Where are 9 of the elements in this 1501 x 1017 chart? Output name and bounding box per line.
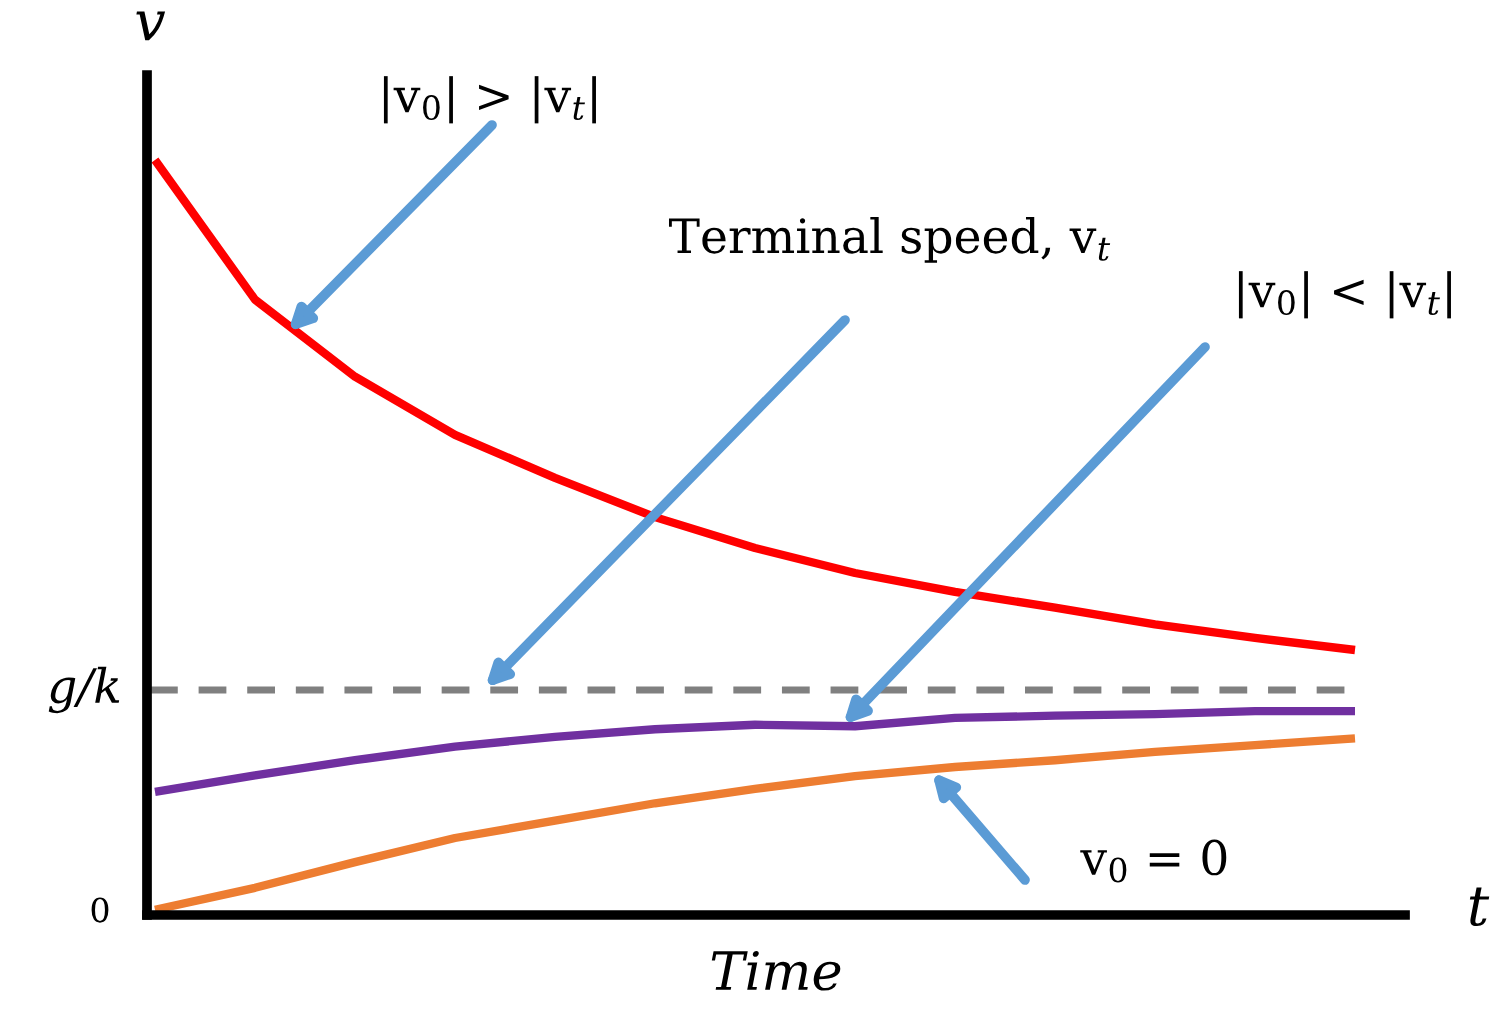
text: 0 xyxy=(91,897,109,923)
text: t xyxy=(1469,887,1490,927)
annotation: |v$_{0}$| < |v$_{t}$| xyxy=(1238,271,1451,319)
y-axis-title: v xyxy=(136,11,166,41)
annotation: Terminal speed, v$_{t}$ xyxy=(668,217,1111,263)
annotation: v$_{0}$ = 0 xyxy=(1080,839,1227,883)
text: |v$_{0}$| > |v$_{t}$| xyxy=(383,76,596,124)
ref-line-label: g/k xyxy=(48,666,120,714)
x-axis-title: Time xyxy=(711,950,841,991)
